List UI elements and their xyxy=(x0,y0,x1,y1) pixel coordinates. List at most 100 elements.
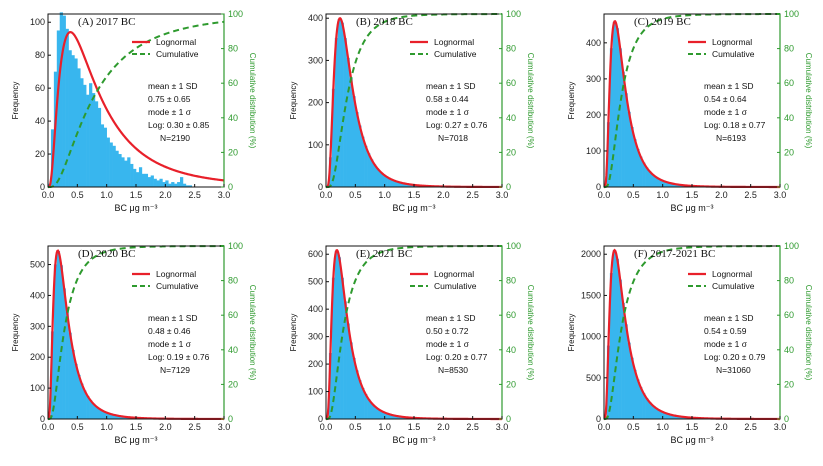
histogram-bar xyxy=(621,302,625,419)
histogram-bar xyxy=(138,167,143,187)
x-tick-label: 2.5 xyxy=(466,190,479,200)
histogram-bar xyxy=(103,411,107,419)
y2-tick-label: 80 xyxy=(784,44,794,54)
y-tick-label: 200 xyxy=(586,110,601,120)
x-tick-label: 0.5 xyxy=(627,422,640,432)
y-tick-label: 60 xyxy=(35,83,45,93)
stat-log-value: Log: 0.30 ± 0.85 xyxy=(148,120,210,130)
histogram-bar xyxy=(121,416,125,419)
stat-mean-label: mean ± 1 SD xyxy=(426,81,476,91)
panel-title: (C) 2019 BC xyxy=(634,16,691,28)
x-axis-label: BC μg m⁻³ xyxy=(115,203,158,213)
y2-tick-label: 80 xyxy=(506,44,516,54)
y-axis-label: Frequency xyxy=(567,82,576,120)
histogram-bar xyxy=(127,157,131,187)
stat-mean-label: mean ± 1 SD xyxy=(704,81,754,91)
histogram-bar xyxy=(648,171,652,187)
y-tick-label: 100 xyxy=(586,146,601,156)
histogram-bar xyxy=(328,352,333,419)
y-tick-label: 0 xyxy=(318,182,323,192)
histogram-bar xyxy=(612,250,617,419)
x-tick-label: 3.0 xyxy=(496,190,509,200)
x-tick-label: 1.0 xyxy=(378,190,391,200)
histogram-bar xyxy=(650,405,655,419)
histogram-bar xyxy=(65,28,69,188)
histogram-bar xyxy=(92,93,96,187)
y2-tick-label: 80 xyxy=(506,276,516,286)
stat-mean-value: 0.54 ± 0.64 xyxy=(704,94,747,104)
histogram-bar xyxy=(633,369,637,419)
x-tick-label: 2.5 xyxy=(744,422,757,432)
y2-tick-label: 20 xyxy=(228,379,238,389)
histogram-bar xyxy=(62,288,66,419)
histogram-bar xyxy=(100,124,105,187)
stat-mean-label: mean ± 1 SD xyxy=(704,313,754,323)
histogram-bar xyxy=(405,183,409,187)
x-tick-label: 3.0 xyxy=(774,190,787,200)
y-axis-label: Frequency xyxy=(11,82,20,120)
histogram-bar xyxy=(653,407,658,419)
x-tick-label: 2.5 xyxy=(188,422,201,432)
y2-axis-label: Cumulative distribution (%) xyxy=(248,53,257,149)
histogram-bar xyxy=(59,12,63,187)
legend-lognormal-label: Lognormal xyxy=(156,269,196,279)
y-tick-label: 100 xyxy=(30,383,45,393)
histogram-bar xyxy=(346,57,350,187)
x-axis-label: BC μg m⁻³ xyxy=(671,435,714,445)
histogram-bar xyxy=(627,342,631,419)
panel-title: (E) 2021 BC xyxy=(356,248,412,260)
y-tick-label: 200 xyxy=(308,359,323,369)
y2-tick-label: 40 xyxy=(506,345,516,355)
histogram-bar xyxy=(182,183,187,187)
histogram-bar xyxy=(174,183,178,187)
y2-tick-label: 0 xyxy=(784,182,789,192)
histogram-bar xyxy=(77,374,81,419)
histogram-bar xyxy=(159,178,163,187)
y2-tick-label: 100 xyxy=(228,241,243,251)
x-tick-label: 1.5 xyxy=(130,422,143,432)
y2-tick-label: 60 xyxy=(784,310,794,320)
histogram-bar xyxy=(133,168,137,187)
histogram-bar xyxy=(639,156,643,187)
y2-tick-label: 60 xyxy=(784,78,794,88)
histogram-bar xyxy=(384,413,388,419)
histogram-bar xyxy=(109,142,113,187)
histogram-bar xyxy=(53,264,58,419)
histogram-bar xyxy=(50,331,55,419)
x-tick-label: 1.5 xyxy=(408,190,421,200)
y2-tick-label: 40 xyxy=(228,113,238,123)
histogram-bar xyxy=(372,405,377,419)
stat-mean-label: mean ± 1 SD xyxy=(148,81,198,91)
histogram-bar xyxy=(370,159,374,187)
histogram-bar xyxy=(645,398,649,419)
x-tick-label: 1.5 xyxy=(686,190,699,200)
x-tick-label: 0.0 xyxy=(320,190,333,200)
histogram-bar xyxy=(642,162,646,187)
histogram-bar xyxy=(668,183,672,187)
histogram-bar xyxy=(370,402,374,419)
histogram-bar xyxy=(396,416,400,419)
stat-mode-label: mode ± 1 σ xyxy=(148,107,192,117)
y2-tick-label: 100 xyxy=(506,9,521,19)
x-tick-label: 2.0 xyxy=(159,422,172,432)
histogram-bar xyxy=(177,182,181,187)
histogram-bar xyxy=(165,180,169,187)
histogram-bar xyxy=(630,357,634,419)
stat-n-value: N=7018 xyxy=(438,133,468,143)
histogram-bar xyxy=(334,37,339,187)
x-tick-label: 2.0 xyxy=(159,190,172,200)
y-tick-label: 40 xyxy=(35,116,45,126)
legend-cumulative-label: Cumulative xyxy=(156,49,199,59)
histogram-bar xyxy=(358,125,362,187)
y-tick-label: 500 xyxy=(586,373,601,383)
histogram-bar xyxy=(147,177,151,187)
histogram-bar xyxy=(645,167,649,187)
chart-panel-6: 0.0 0.5 1.0 1.5 2.0 2.5 3.00500100015002000020… xyxy=(567,241,813,445)
histogram-bar xyxy=(367,153,371,187)
x-tick-label: 0.0 xyxy=(320,422,333,432)
y-tick-label: 400 xyxy=(586,38,601,48)
y-tick-label: 1500 xyxy=(581,290,601,300)
y-tick-label: 500 xyxy=(30,260,45,270)
chart-panel-5: 0.0 0.5 1.0 1.5 2.0 2.5 3.00100200300400500600… xyxy=(289,241,535,445)
histogram-bar xyxy=(168,183,172,187)
